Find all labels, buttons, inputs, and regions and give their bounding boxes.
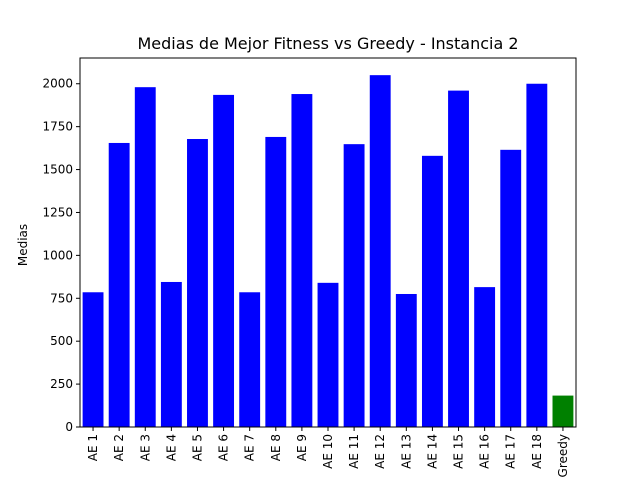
bar-ae-17	[500, 149, 522, 427]
y-tick-label: 2000	[42, 77, 73, 91]
bar-ae-6	[213, 94, 235, 428]
x-tick-label: AE 1	[86, 434, 100, 461]
bar-ae-1	[82, 292, 104, 427]
bars-group	[82, 75, 574, 428]
x-tick-label: AE 10	[321, 434, 335, 469]
bar-ae-2	[108, 142, 130, 427]
bar-ae-15	[448, 90, 469, 428]
x-tick-label: AE 11	[347, 434, 361, 469]
bar-ae-14	[421, 155, 443, 427]
x-tick-label: AE 8	[269, 434, 283, 461]
y-tick-label: 1750	[42, 120, 73, 134]
y-tick-label: 250	[50, 377, 73, 391]
y-tick-label: 500	[50, 334, 73, 348]
bar-ae-11	[343, 144, 365, 427]
bar-greedy	[552, 395, 574, 427]
x-tick-label: AE 6	[217, 434, 231, 461]
x-axis-ticks: AE 1 AE 2 AE 3 AE 4 AE 5 AE 6 AE 7 AE 8 AE 9 AE 1…	[86, 427, 570, 477]
x-tick-label: AE 18	[530, 434, 544, 469]
x-tick-label: AE 5	[190, 434, 204, 461]
y-tick-label: 750	[50, 291, 73, 305]
x-tick-label: AE 4	[164, 434, 178, 461]
plot-frame	[79, 57, 577, 428]
bar-ae-8	[265, 136, 287, 427]
bar-ae-18	[526, 83, 548, 428]
chart-title: Medias de Mejor Fitness vs Greedy - Inst…	[137, 34, 518, 53]
x-tick-label: AE 16	[478, 434, 492, 469]
x-tick-label: Greedy	[556, 434, 570, 477]
x-tick-label: AE 9	[295, 434, 309, 461]
x-tick-label: AE 7	[243, 434, 257, 461]
y-tick-label: 1500	[42, 163, 73, 177]
y-tick-label: 0	[65, 420, 73, 434]
bar-ae-5	[187, 139, 208, 427]
y-tick-label: 1250	[42, 205, 73, 219]
bar-ae-10	[317, 282, 339, 427]
x-tick-label: AE 14	[425, 434, 439, 469]
bar-ae-7	[239, 292, 261, 427]
y-axis-ticks: 0 250 500 750 1000 1250 1500 1750 2000	[42, 77, 80, 434]
y-tick-label: 1000	[42, 248, 73, 262]
x-tick-label: AE 15	[452, 434, 466, 469]
bar-ae-4	[160, 281, 182, 427]
x-tick-label: AE 13	[399, 434, 413, 469]
bar-ae-12	[369, 75, 391, 427]
y-axis-title: Medias	[16, 224, 30, 266]
bar-ae-16	[474, 287, 496, 427]
bar-ae-9	[291, 94, 313, 427]
bar-ae-13	[395, 293, 417, 427]
bar-ae-3	[134, 87, 156, 428]
x-tick-label: AE 12	[373, 434, 387, 469]
x-tick-label: AE 2	[112, 434, 126, 461]
x-tick-label: AE 17	[504, 434, 518, 469]
x-tick-label: AE 3	[138, 434, 152, 461]
